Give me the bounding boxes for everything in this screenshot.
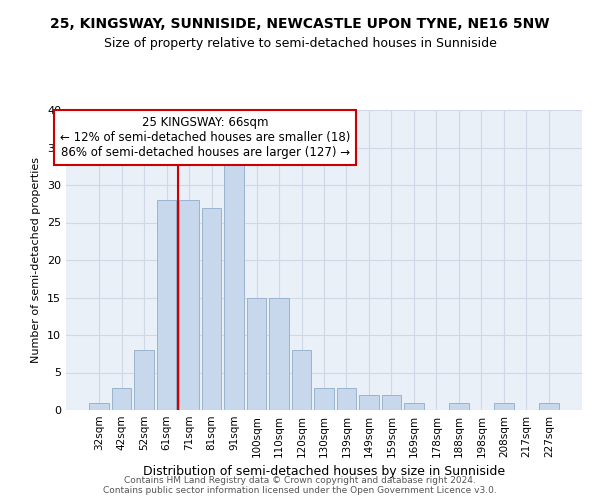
Bar (382, 395, 401, 410)
Bar (179, 200, 199, 410)
Bar (539, 402, 559, 410)
Bar (449, 402, 469, 410)
Bar (269, 298, 289, 410)
Bar (247, 298, 266, 410)
Bar (494, 402, 514, 410)
Text: 25, KINGSWAY, SUNNISIDE, NEWCASTLE UPON TYNE, NE16 5NW: 25, KINGSWAY, SUNNISIDE, NEWCASTLE UPON … (50, 18, 550, 32)
Bar (202, 208, 221, 410)
X-axis label: Distribution of semi-detached houses by size in Sunniside: Distribution of semi-detached houses by … (143, 466, 505, 478)
Y-axis label: Number of semi-detached properties: Number of semi-detached properties (31, 157, 41, 363)
Bar (134, 350, 154, 410)
Bar (292, 350, 311, 410)
Bar (157, 200, 176, 410)
Bar (224, 162, 244, 410)
Bar (359, 395, 379, 410)
Text: Contains HM Land Registry data © Crown copyright and database right 2024.: Contains HM Land Registry data © Crown c… (124, 476, 476, 485)
Bar (112, 388, 131, 410)
Bar (89, 402, 109, 410)
Text: Contains public sector information licensed under the Open Government Licence v3: Contains public sector information licen… (103, 486, 497, 495)
Text: Size of property relative to semi-detached houses in Sunniside: Size of property relative to semi-detach… (104, 38, 496, 51)
Bar (314, 388, 334, 410)
Bar (337, 388, 356, 410)
Text: 25 KINGSWAY: 66sqm
← 12% of semi-detached houses are smaller (18)
86% of semi-de: 25 KINGSWAY: 66sqm ← 12% of semi-detache… (60, 116, 350, 159)
Bar (404, 402, 424, 410)
